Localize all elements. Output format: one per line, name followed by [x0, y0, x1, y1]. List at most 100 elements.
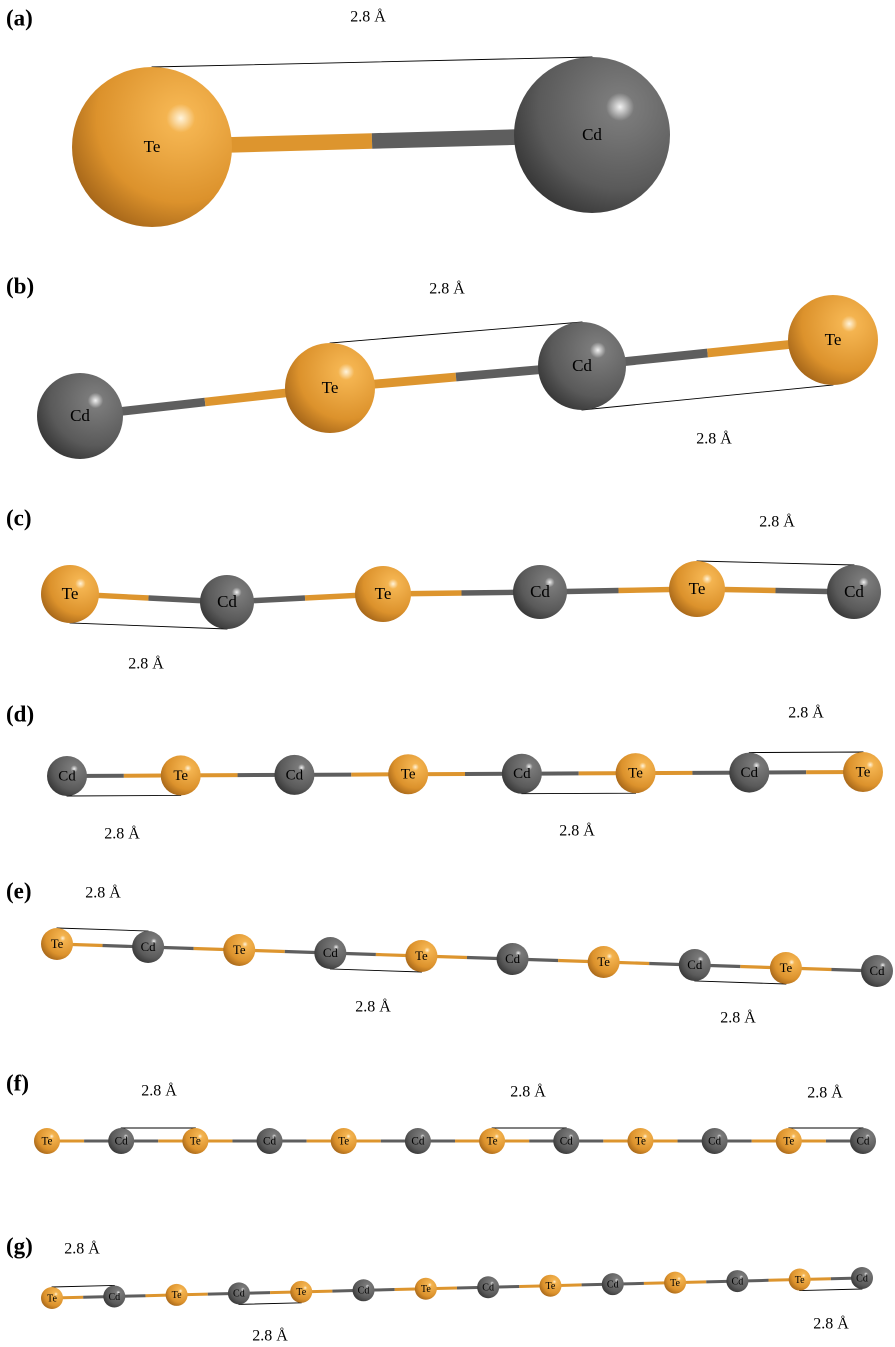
panel: (d) Cd Te Cd Te Cd Te Cd Te 2.8 Å 2.8 Å 2.8 Å [6, 701, 883, 842]
distance-bracket [749, 752, 863, 756]
distance-label: 2.8 Å [813, 1315, 849, 1333]
atom-label: Te [190, 1136, 201, 1148]
distance-bracket [492, 1128, 566, 1131]
distance-label: 2.8 Å [141, 1082, 177, 1100]
atom-label: Cd [482, 1283, 494, 1294]
distance-bracket [695, 978, 786, 984]
atom-label: Te [825, 330, 842, 349]
atom-label: Cd [115, 1136, 128, 1148]
distance-bracket [697, 561, 854, 568]
atom-label: Cd [58, 768, 76, 784]
atom-label: Cd [70, 406, 90, 425]
distance-bracket [152, 57, 592, 70]
distance-bracket [522, 790, 636, 794]
atom-label: Te [421, 1284, 431, 1295]
atom-label: Cd [530, 582, 550, 601]
distance-label: 2.8 Å [696, 430, 732, 448]
distance-label: 2.8 Å [510, 1083, 546, 1101]
atom-label: Cd [263, 1136, 276, 1148]
atom-label: Te [144, 137, 161, 156]
panel-label: (d) [6, 701, 34, 726]
distance-label: 2.8 Å [720, 1009, 756, 1027]
atom-label: Te [487, 1136, 498, 1148]
atom-label: Cd [870, 964, 886, 978]
panel: (b) Cd Te Cd Te 2.8 Å 2.8 Å [6, 273, 878, 459]
atom-label: Te [322, 378, 339, 397]
panel-label: (c) [6, 505, 32, 530]
atom-label: Cd [582, 125, 602, 144]
panel: (a) Te Cd 2.8 Å [6, 5, 670, 227]
atom-label: Te [233, 943, 246, 957]
atom-label: Te [51, 937, 64, 951]
atom-label: Cd [844, 582, 864, 601]
atom-label: Cd [505, 952, 521, 966]
distance-bracket [330, 966, 421, 972]
figure: (a) Te Cd 2.8 Å (b) Cd Te Cd Te 2.8 Å 2.8 Å (c) Te Cd… [0, 0, 895, 1347]
atom-label: Cd [732, 1276, 744, 1287]
atom-label: Te [47, 1293, 57, 1304]
atom-label: Te [856, 764, 871, 780]
panel: (f) Te Cd Te Cd Te Cd Te Cd Te Cd Te Cd 2.8 Å 2.8 Å 2.8… [6, 1070, 876, 1154]
atom-label: Te [401, 767, 416, 783]
atom-label: Cd [141, 940, 157, 954]
atom-label: Cd [856, 1273, 868, 1284]
atom-label: Cd [607, 1279, 619, 1290]
atom-label: Cd [741, 765, 759, 781]
atom-label: Te [172, 1290, 182, 1301]
atom-label: Te [635, 1136, 646, 1148]
atom-label: Te [597, 955, 610, 969]
atom-label: Cd [572, 356, 592, 375]
distance-bracket [800, 1286, 862, 1291]
distance-bracket [70, 620, 227, 629]
distance-bracket [121, 1128, 195, 1131]
atom-label: Cd [217, 592, 237, 611]
atom-label: Cd [358, 1286, 370, 1297]
atom-label: Cd [560, 1136, 573, 1148]
distance-label: 2.8 Å [759, 513, 795, 531]
atom-label: Cd [323, 946, 339, 960]
distance-label: 2.8 Å [429, 280, 465, 298]
distance-label: 2.8 Å [788, 704, 824, 722]
atom-label: Te [628, 766, 643, 782]
atom-label: Cd [286, 767, 304, 783]
atom-label: Cd [687, 958, 703, 972]
panel-label: (f) [6, 1070, 29, 1095]
distance-bracket [67, 792, 181, 796]
atom-label: Cd [108, 1292, 120, 1303]
distance-bracket [52, 1285, 114, 1290]
atom-label: Te [42, 1136, 53, 1148]
distance-label: 2.8 Å [104, 825, 140, 843]
panel-label: (e) [6, 878, 32, 903]
panel-label: (a) [6, 5, 33, 30]
panel-label: (b) [6, 273, 34, 298]
distance-label: 2.8 Å [85, 884, 121, 902]
atom-label: Cd [513, 766, 531, 782]
distance-label: 2.8 Å [807, 1084, 843, 1102]
atom-label: Te [173, 768, 188, 784]
atom-label: Cd [411, 1136, 424, 1148]
panel: (e) Te Cd Te Cd Te Cd Te Cd Te Cd 2.8 Å 2.8 Å 2.8 Å [6, 878, 893, 1026]
panel-label: (g) [6, 1233, 33, 1258]
distance-label: 2.8 Å [355, 998, 391, 1016]
distance-label: 2.8 Å [252, 1327, 288, 1345]
atom-label: Te [375, 584, 392, 603]
atom-label: Cd [708, 1136, 721, 1148]
atom-label: Te [780, 961, 793, 975]
distance-label: 2.8 Å [350, 8, 386, 26]
atom-label: Te [415, 949, 428, 963]
distance-label: 2.8 Å [559, 822, 595, 840]
panel: (g)TeCdTeCdTeCdTeCdTeCdTeCdTeCd2.8 Å2.8 … [6, 1233, 873, 1344]
distance-label: 2.8 Å [128, 655, 164, 673]
distance-bracket [789, 1128, 863, 1131]
atom-label: Cd [856, 1136, 869, 1148]
distance-bracket [57, 928, 148, 934]
atom-label: Te [62, 584, 79, 603]
atom-label: Cd [233, 1289, 245, 1300]
atom-label: Te [670, 1278, 680, 1289]
atom-label: Te [338, 1136, 349, 1148]
atom-label: Te [546, 1281, 556, 1292]
atom-label: Te [783, 1136, 794, 1148]
distance-label: 2.8 Å [64, 1240, 100, 1258]
distance-bracket [330, 322, 582, 346]
